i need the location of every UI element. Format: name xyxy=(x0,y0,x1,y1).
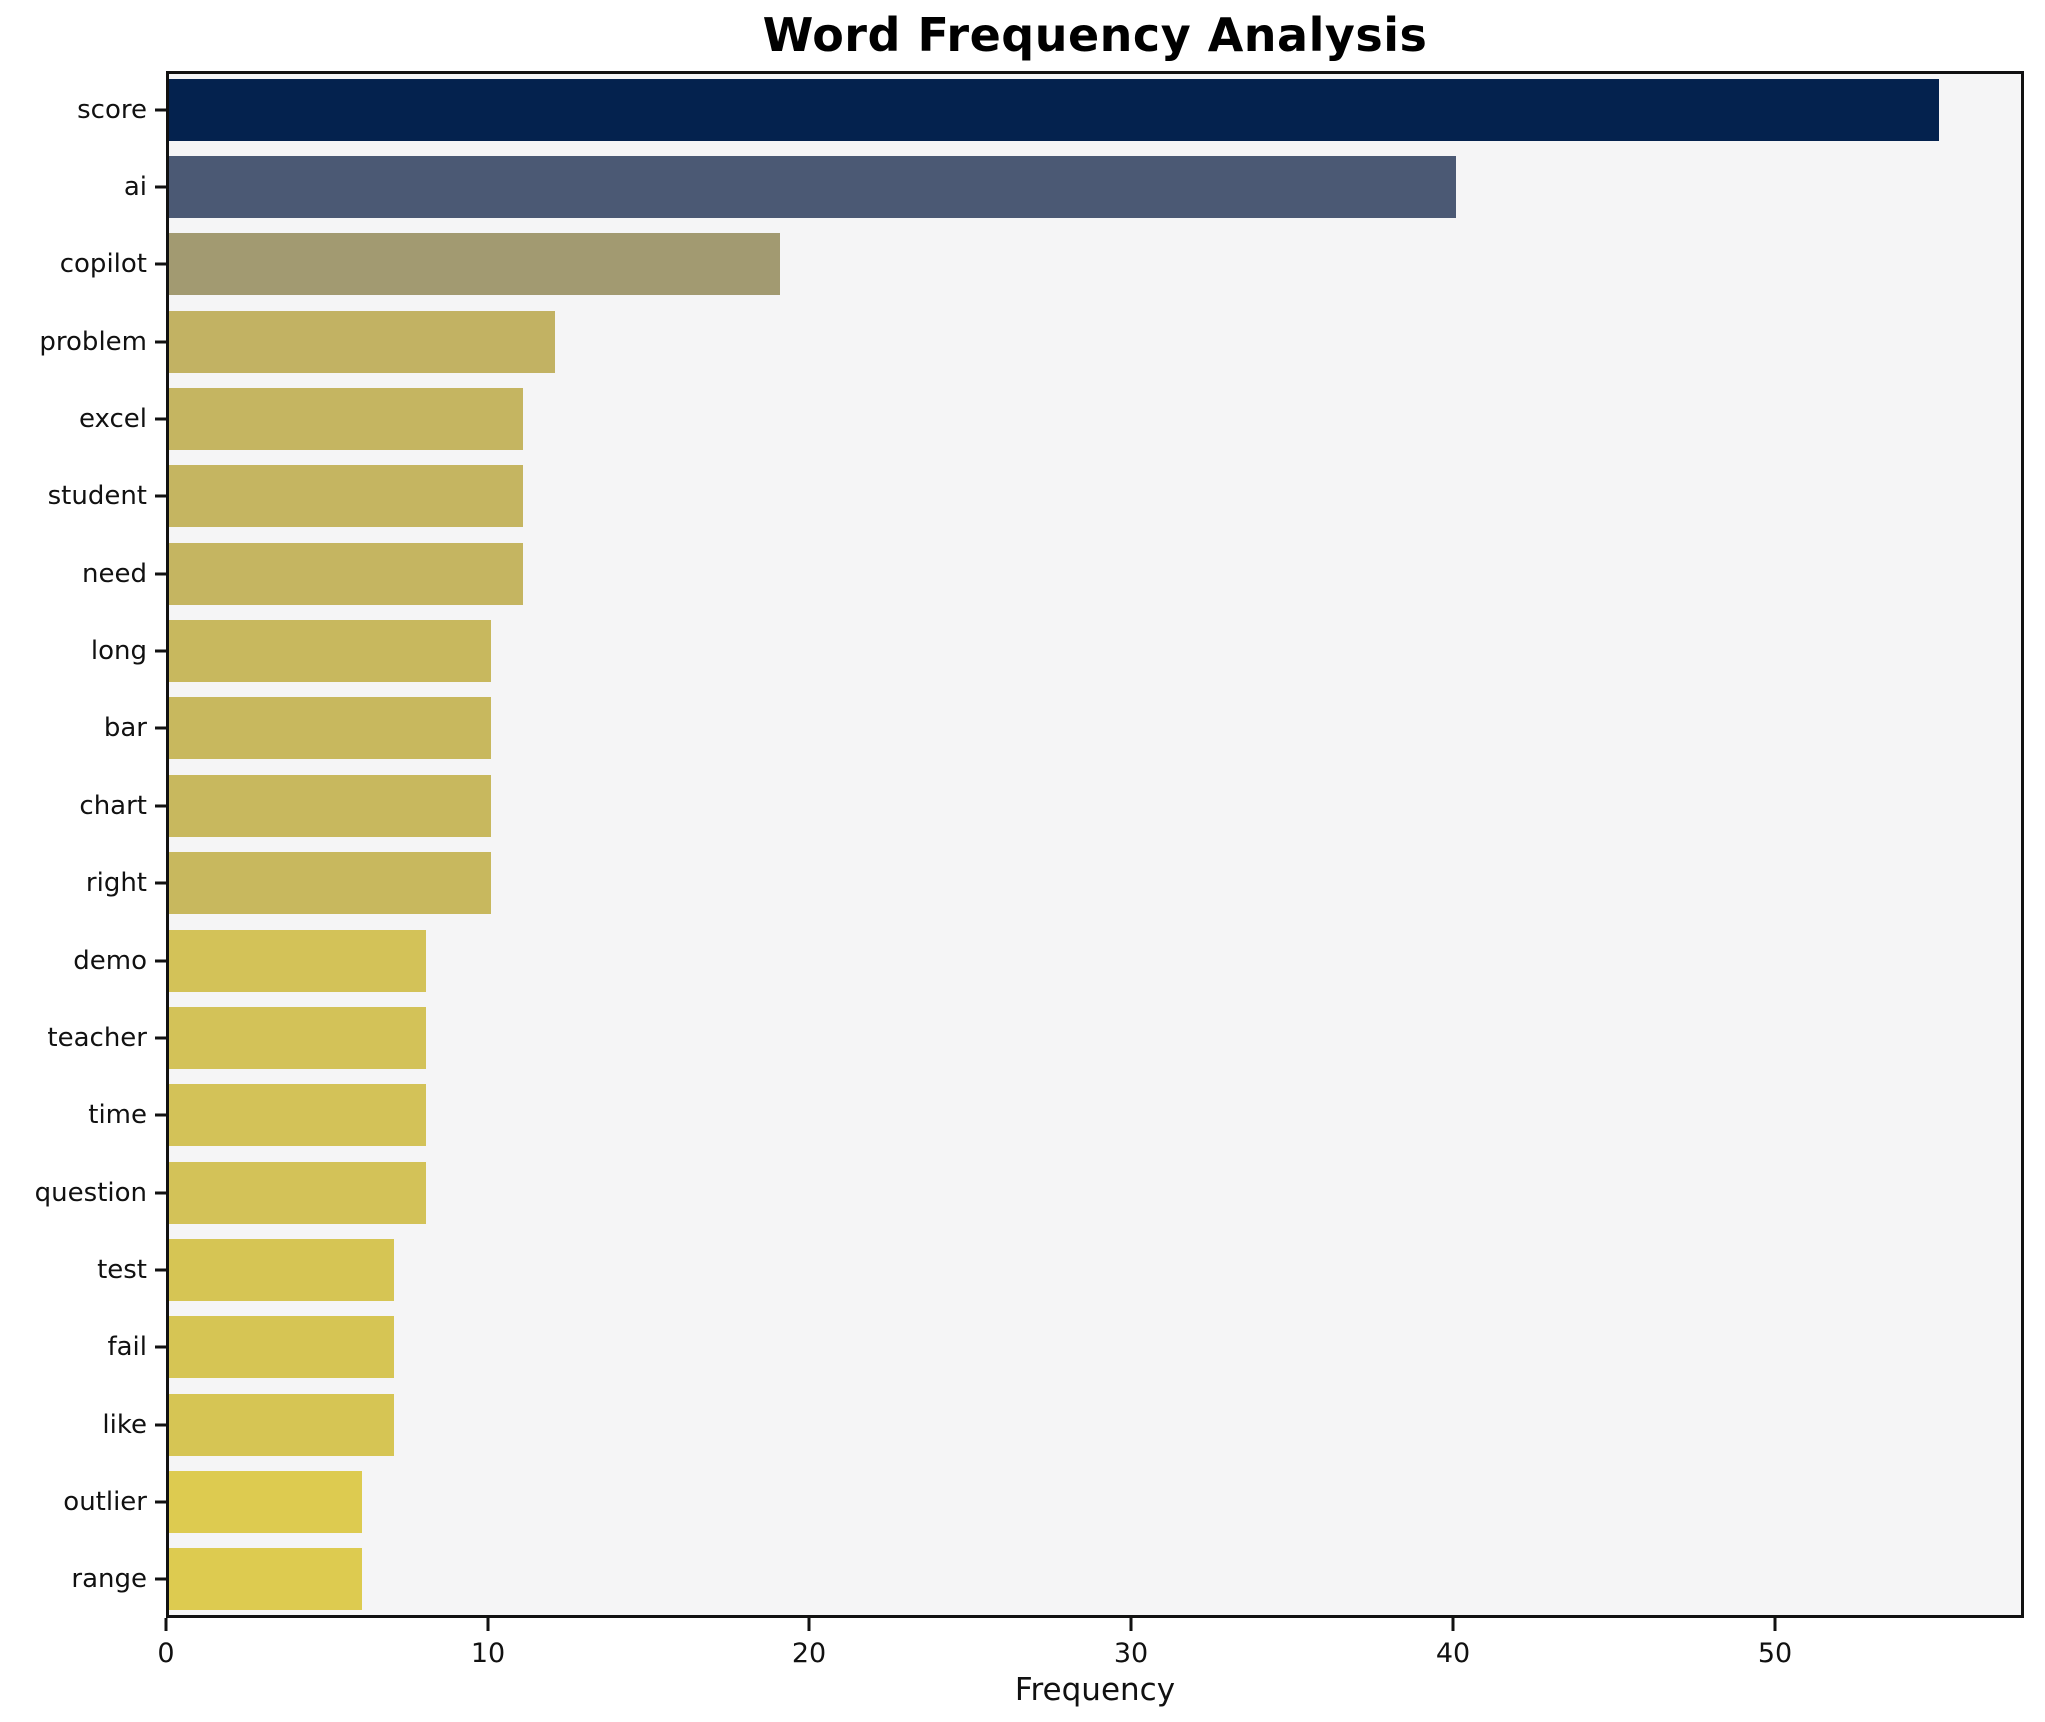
y-tick-mark xyxy=(155,572,166,576)
plot-area xyxy=(166,71,2024,1618)
y-tick-label-time: time xyxy=(88,1100,147,1130)
y-tick-label-teacher: teacher xyxy=(47,1023,147,1053)
bar-score xyxy=(169,79,1939,141)
bar-fail xyxy=(169,1316,394,1378)
y-tick-mark xyxy=(155,881,166,885)
y-tick-label-range: range xyxy=(71,1564,147,1594)
y-tick-label-chart: chart xyxy=(79,791,147,821)
x-tick-mark xyxy=(1129,1618,1133,1631)
y-tick-label-demo: demo xyxy=(73,946,147,976)
y-tick-mark xyxy=(155,108,166,112)
y-tick-mark xyxy=(155,1423,166,1427)
y-tick-label-bar: bar xyxy=(103,713,147,743)
bar-outlier xyxy=(169,1471,362,1533)
x-axis-title: Frequency xyxy=(1014,1672,1176,1708)
bar-right xyxy=(169,852,491,914)
y-tick-mark xyxy=(155,804,166,808)
y-tick-label-like: like xyxy=(102,1410,147,1440)
y-tick-mark xyxy=(155,1500,166,1504)
bar-range xyxy=(169,1548,362,1610)
y-tick-mark xyxy=(155,262,166,266)
y-tick-label-excel: excel xyxy=(79,404,147,434)
y-tick-mark xyxy=(155,1345,166,1349)
y-tick-mark xyxy=(155,1268,166,1272)
y-tick-mark xyxy=(155,340,166,344)
x-tick-mark xyxy=(1451,1618,1455,1631)
x-tick-label-20: 20 xyxy=(791,1638,827,1669)
y-tick-mark xyxy=(155,1191,166,1195)
bar-need xyxy=(169,543,523,605)
y-tick-label-outlier: outlier xyxy=(63,1487,147,1517)
y-tick-mark xyxy=(155,417,166,421)
y-tick-label-ai: ai xyxy=(123,172,147,202)
chart-title: Word Frequency Analysis xyxy=(762,8,1428,62)
y-tick-mark xyxy=(155,959,166,963)
bar-time xyxy=(169,1084,426,1146)
y-tick-mark xyxy=(155,1577,166,1581)
y-tick-label-long: long xyxy=(90,636,147,666)
y-tick-label-right: right xyxy=(85,868,147,898)
y-tick-label-copilot: copilot xyxy=(59,249,147,279)
bar-excel xyxy=(169,388,523,450)
bar-copilot xyxy=(169,233,780,295)
bar-student xyxy=(169,465,523,527)
x-tick-label-0: 0 xyxy=(157,1638,175,1669)
y-tick-label-problem: problem xyxy=(39,327,147,357)
y-tick-label-student: student xyxy=(47,481,147,511)
y-tick-mark xyxy=(155,1113,166,1117)
y-tick-mark xyxy=(155,649,166,653)
bar-long xyxy=(169,620,491,682)
bar-chart xyxy=(169,775,491,837)
y-tick-label-question: question xyxy=(34,1178,147,1208)
x-tick-mark xyxy=(486,1618,490,1631)
y-tick-label-fail: fail xyxy=(107,1332,147,1362)
y-tick-mark xyxy=(155,726,166,730)
y-tick-label-test: test xyxy=(97,1255,147,1285)
bar-problem xyxy=(169,311,555,373)
bar-bar xyxy=(169,697,491,759)
bar-test xyxy=(169,1239,394,1301)
y-tick-mark xyxy=(155,1036,166,1040)
x-tick-mark xyxy=(1773,1618,1777,1631)
bar-like xyxy=(169,1394,394,1456)
bar-demo xyxy=(169,930,426,992)
y-tick-label-need: need xyxy=(82,559,147,589)
y-tick-mark xyxy=(155,494,166,498)
y-tick-mark xyxy=(155,185,166,189)
x-tick-label-50: 50 xyxy=(1757,1638,1793,1669)
y-tick-label-score: score xyxy=(77,95,147,125)
x-tick-label-40: 40 xyxy=(1435,1638,1471,1669)
x-tick-mark xyxy=(164,1618,168,1631)
x-tick-mark xyxy=(807,1618,811,1631)
bar-ai xyxy=(169,156,1456,218)
bar-teacher xyxy=(169,1007,426,1069)
x-tick-label-10: 10 xyxy=(470,1638,506,1669)
bar-question xyxy=(169,1162,426,1224)
x-tick-label-30: 30 xyxy=(1113,1638,1149,1669)
